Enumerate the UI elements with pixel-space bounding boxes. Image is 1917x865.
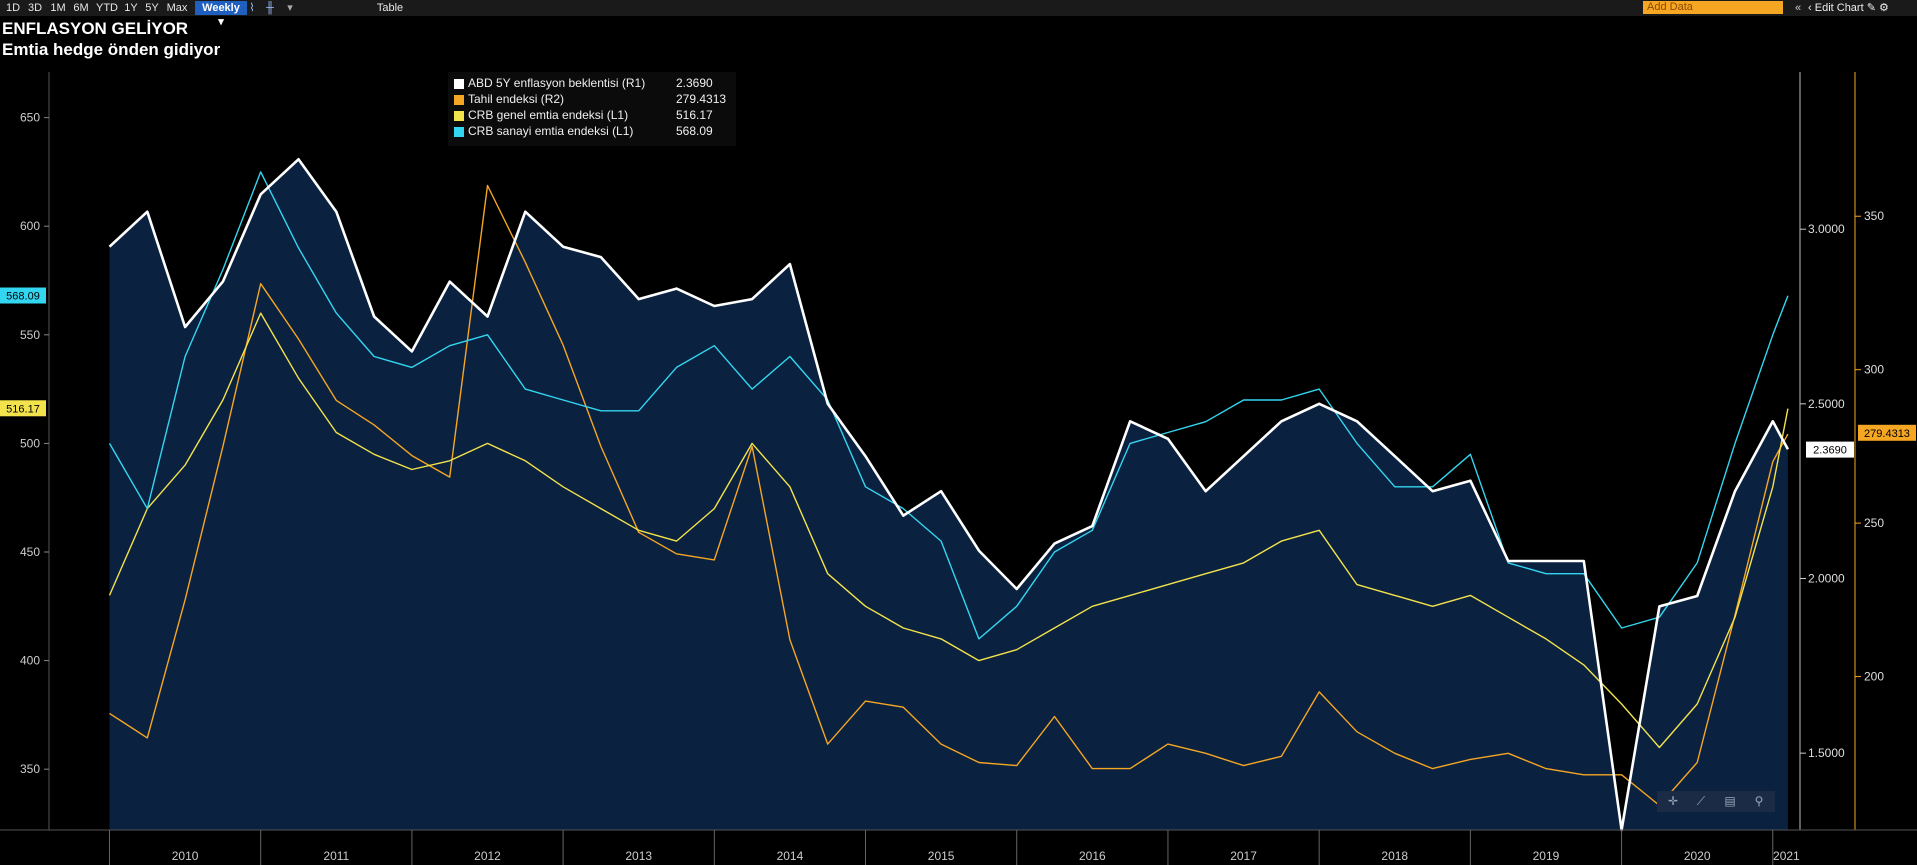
dropdown-icon[interactable]: ▾ <box>287 2 293 14</box>
legend-value: 279.4313 <box>676 92 727 106</box>
x-tick-label: 2013 <box>625 849 652 863</box>
right1-tick-label: 2.0000 <box>1808 571 1845 585</box>
zoom-icon[interactable]: ⚲ <box>1754 794 1764 808</box>
x-tick-label: 2018 <box>1381 849 1408 863</box>
period-6m-button[interactable]: 6M <box>73 2 89 14</box>
chevron-left-icon: ‹ <box>1808 2 1812 14</box>
x-tick-label: 2019 <box>1533 849 1560 863</box>
last-value-marker <box>1858 424 1916 441</box>
legend-swatch <box>454 111 464 121</box>
frequency-label: Weekly <box>202 2 240 14</box>
legend-label: Tahil endeksi (R2) <box>468 92 565 106</box>
edit-icon[interactable]: ✎ <box>1866 2 1876 14</box>
left-tick-label: 550 <box>20 328 40 342</box>
legend-item: Tahil endeksi (R2) 279.4313 <box>448 92 736 107</box>
draw-icon[interactable]: ⟋ <box>1696 794 1706 808</box>
series-line <box>108 158 1790 832</box>
last-value-label: 2.3690 <box>1813 445 1847 457</box>
x-tick-label: 2021 <box>1773 849 1800 863</box>
x-tick-label: 2020 <box>1684 849 1711 863</box>
legend-label: ABD 5Y enflasyon beklentisi (R1) <box>468 76 646 90</box>
x-tick-label: 2012 <box>474 849 501 863</box>
bar-chart-icon[interactable]: ╫ <box>266 2 274 14</box>
right1-tick-label: 3.0000 <box>1808 222 1845 236</box>
last-value-marker <box>0 400 46 417</box>
period-max-button[interactable]: Max <box>166 2 188 14</box>
table-button[interactable]: Table <box>376 2 404 14</box>
x-tick-label: 2017 <box>1230 849 1257 863</box>
x-tick-label: 2010 <box>172 849 199 863</box>
legend: ABD 5Y enflasyon beklentisi (R1) 2.3690 … <box>448 72 736 146</box>
period-3d-button[interactable]: 3D <box>27 2 43 14</box>
left-tick-label: 600 <box>20 219 40 233</box>
legend-item: CRB genel emtia endeksi (L1) 516.17 <box>448 108 736 123</box>
left-tick-label: 400 <box>20 654 40 668</box>
last-value-marker <box>0 287 46 304</box>
edit-chart-button[interactable]: ‹ Edit Chart ✎ ⚙ <box>1808 0 1889 16</box>
right1-tick-label: 1.5000 <box>1808 746 1845 760</box>
right2-tick-label: 350 <box>1864 209 1884 223</box>
legend-value: 516.17 <box>676 108 713 122</box>
chart-subtitle: Emtia hedge önden gidiyor <box>2 40 221 59</box>
last-value-label: 516.17 <box>6 403 40 415</box>
x-tick-label: 2011 <box>323 849 349 863</box>
x-tick-label: 2015 <box>928 849 955 863</box>
right2-tick-label: 250 <box>1864 516 1884 530</box>
period-1m-button[interactable]: 1M <box>50 2 66 14</box>
crosshair-icon[interactable]: ✛ <box>1667 794 1679 808</box>
left-tick-label: 450 <box>20 545 40 559</box>
right2-tick-label: 200 <box>1864 670 1884 684</box>
legend-item: CRB sanayi emtia endeksi (L1) 568.09 <box>448 124 736 139</box>
legend-item: ABD 5Y enflasyon beklentisi (R1) 2.3690 <box>448 76 736 91</box>
period-ytd-button[interactable]: YTD <box>96 2 118 14</box>
chart-tools: ✛ ⟋ ▤ ⚲ <box>1657 791 1775 812</box>
x-tick-label: 2014 <box>777 849 804 863</box>
add-data-input[interactable]: Add Data <box>1643 1 1783 14</box>
save-icon[interactable]: ▤ <box>1724 794 1736 808</box>
legend-label: CRB genel emtia endeksi (L1) <box>468 108 629 122</box>
gear-icon[interactable]: ⚙ <box>1879 2 1889 14</box>
legend-value: 568.09 <box>676 124 713 138</box>
right2-tick-label: 300 <box>1864 363 1884 377</box>
legend-label: CRB sanayi emtia endeksi (L1) <box>468 124 634 138</box>
frequency-select[interactable]: Weekly ▾ <box>195 1 247 28</box>
series-line <box>109 184 1789 807</box>
legend-value: 2.3690 <box>676 76 713 90</box>
collapse-icon[interactable]: « <box>1794 2 1802 14</box>
legend-swatch <box>454 95 464 105</box>
period-1y-button[interactable]: 1Y <box>124 2 138 14</box>
left-tick-label: 350 <box>20 762 40 776</box>
chart-title: ENFLASYON GELİYOR <box>2 19 189 38</box>
left-tick-label: 650 <box>20 111 40 125</box>
toolbar: 1D 3D 1M 6M YTD 1Y 5Y Max Weekly ▾ ⌇ ╫ ▾… <box>0 0 1917 28</box>
series-line <box>108 312 1789 749</box>
last-value-label: 568.09 <box>6 291 40 303</box>
series-line <box>108 171 1789 640</box>
x-tick-label: 2016 <box>1079 849 1106 863</box>
left-tick-label: 500 <box>20 436 40 450</box>
series-area <box>109 159 1788 831</box>
period-1d-button[interactable]: 1D <box>5 2 21 14</box>
legend-swatch <box>454 79 464 89</box>
line-chart-icon[interactable]: ⌇ <box>249 2 255 14</box>
last-value-marker <box>1806 441 1854 458</box>
last-value-label: 279.4313 <box>1864 428 1910 440</box>
period-5y-button[interactable]: 5Y <box>145 2 159 14</box>
right1-tick-label: 2.5000 <box>1808 397 1845 411</box>
edit-chart-label: Edit Chart <box>1814 2 1864 14</box>
legend-swatch <box>454 127 464 137</box>
